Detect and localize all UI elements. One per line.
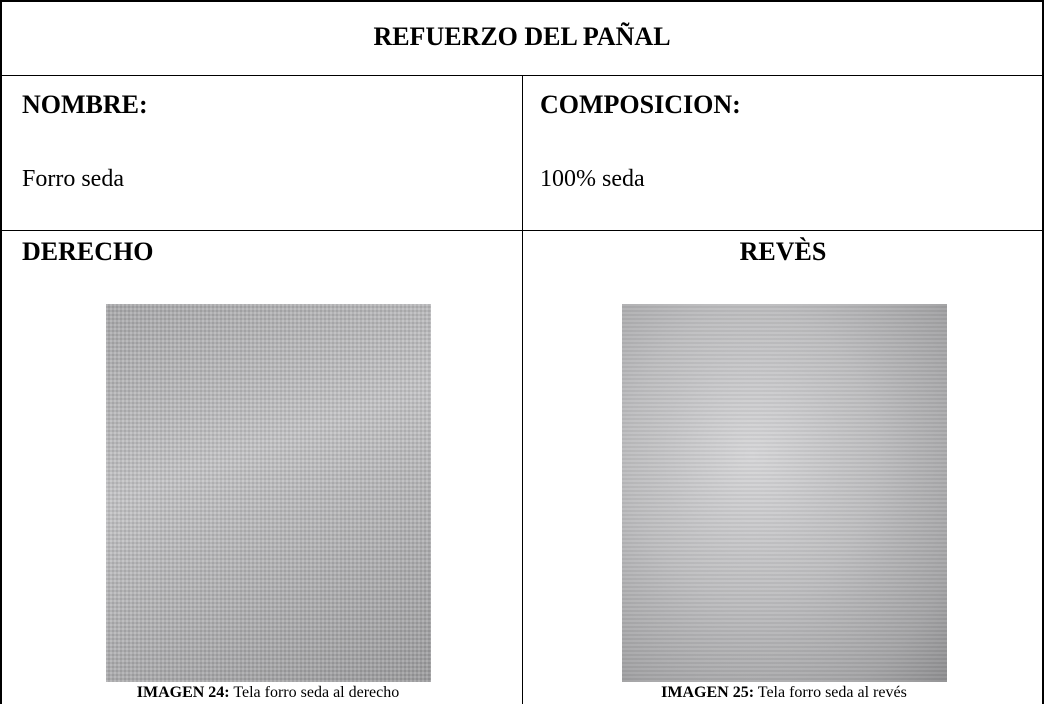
image-heading: DERECHO	[22, 237, 154, 266]
caption-text: Tela forro seda al revés	[757, 684, 907, 701]
fabric-photo	[106, 304, 431, 682]
caption: IMAGEN 24: Tela forro seda al derecho	[8, 684, 528, 702]
border	[1042, 0, 1044, 704]
fabric-photo	[622, 304, 947, 682]
field-label: NOMBRE:	[22, 90, 148, 119]
border	[522, 75, 523, 704]
field-value: Forro seda	[22, 166, 124, 192]
image-heading: REVÈS	[739, 237, 827, 266]
title: REFUERZO DEL PAÑAL	[373, 22, 671, 51]
field-label: COMPOSICION:	[540, 90, 741, 119]
caption-label: IMAGEN 24:	[136, 684, 230, 701]
caption-text: Tela forro seda al derecho	[233, 684, 400, 701]
border	[0, 0, 2, 704]
field-value: 100% seda	[540, 166, 645, 192]
border	[0, 0, 1044, 2]
caption-label: IMAGEN 25:	[661, 684, 755, 701]
caption: IMAGEN 25: Tela forro seda al revés	[524, 684, 1044, 702]
